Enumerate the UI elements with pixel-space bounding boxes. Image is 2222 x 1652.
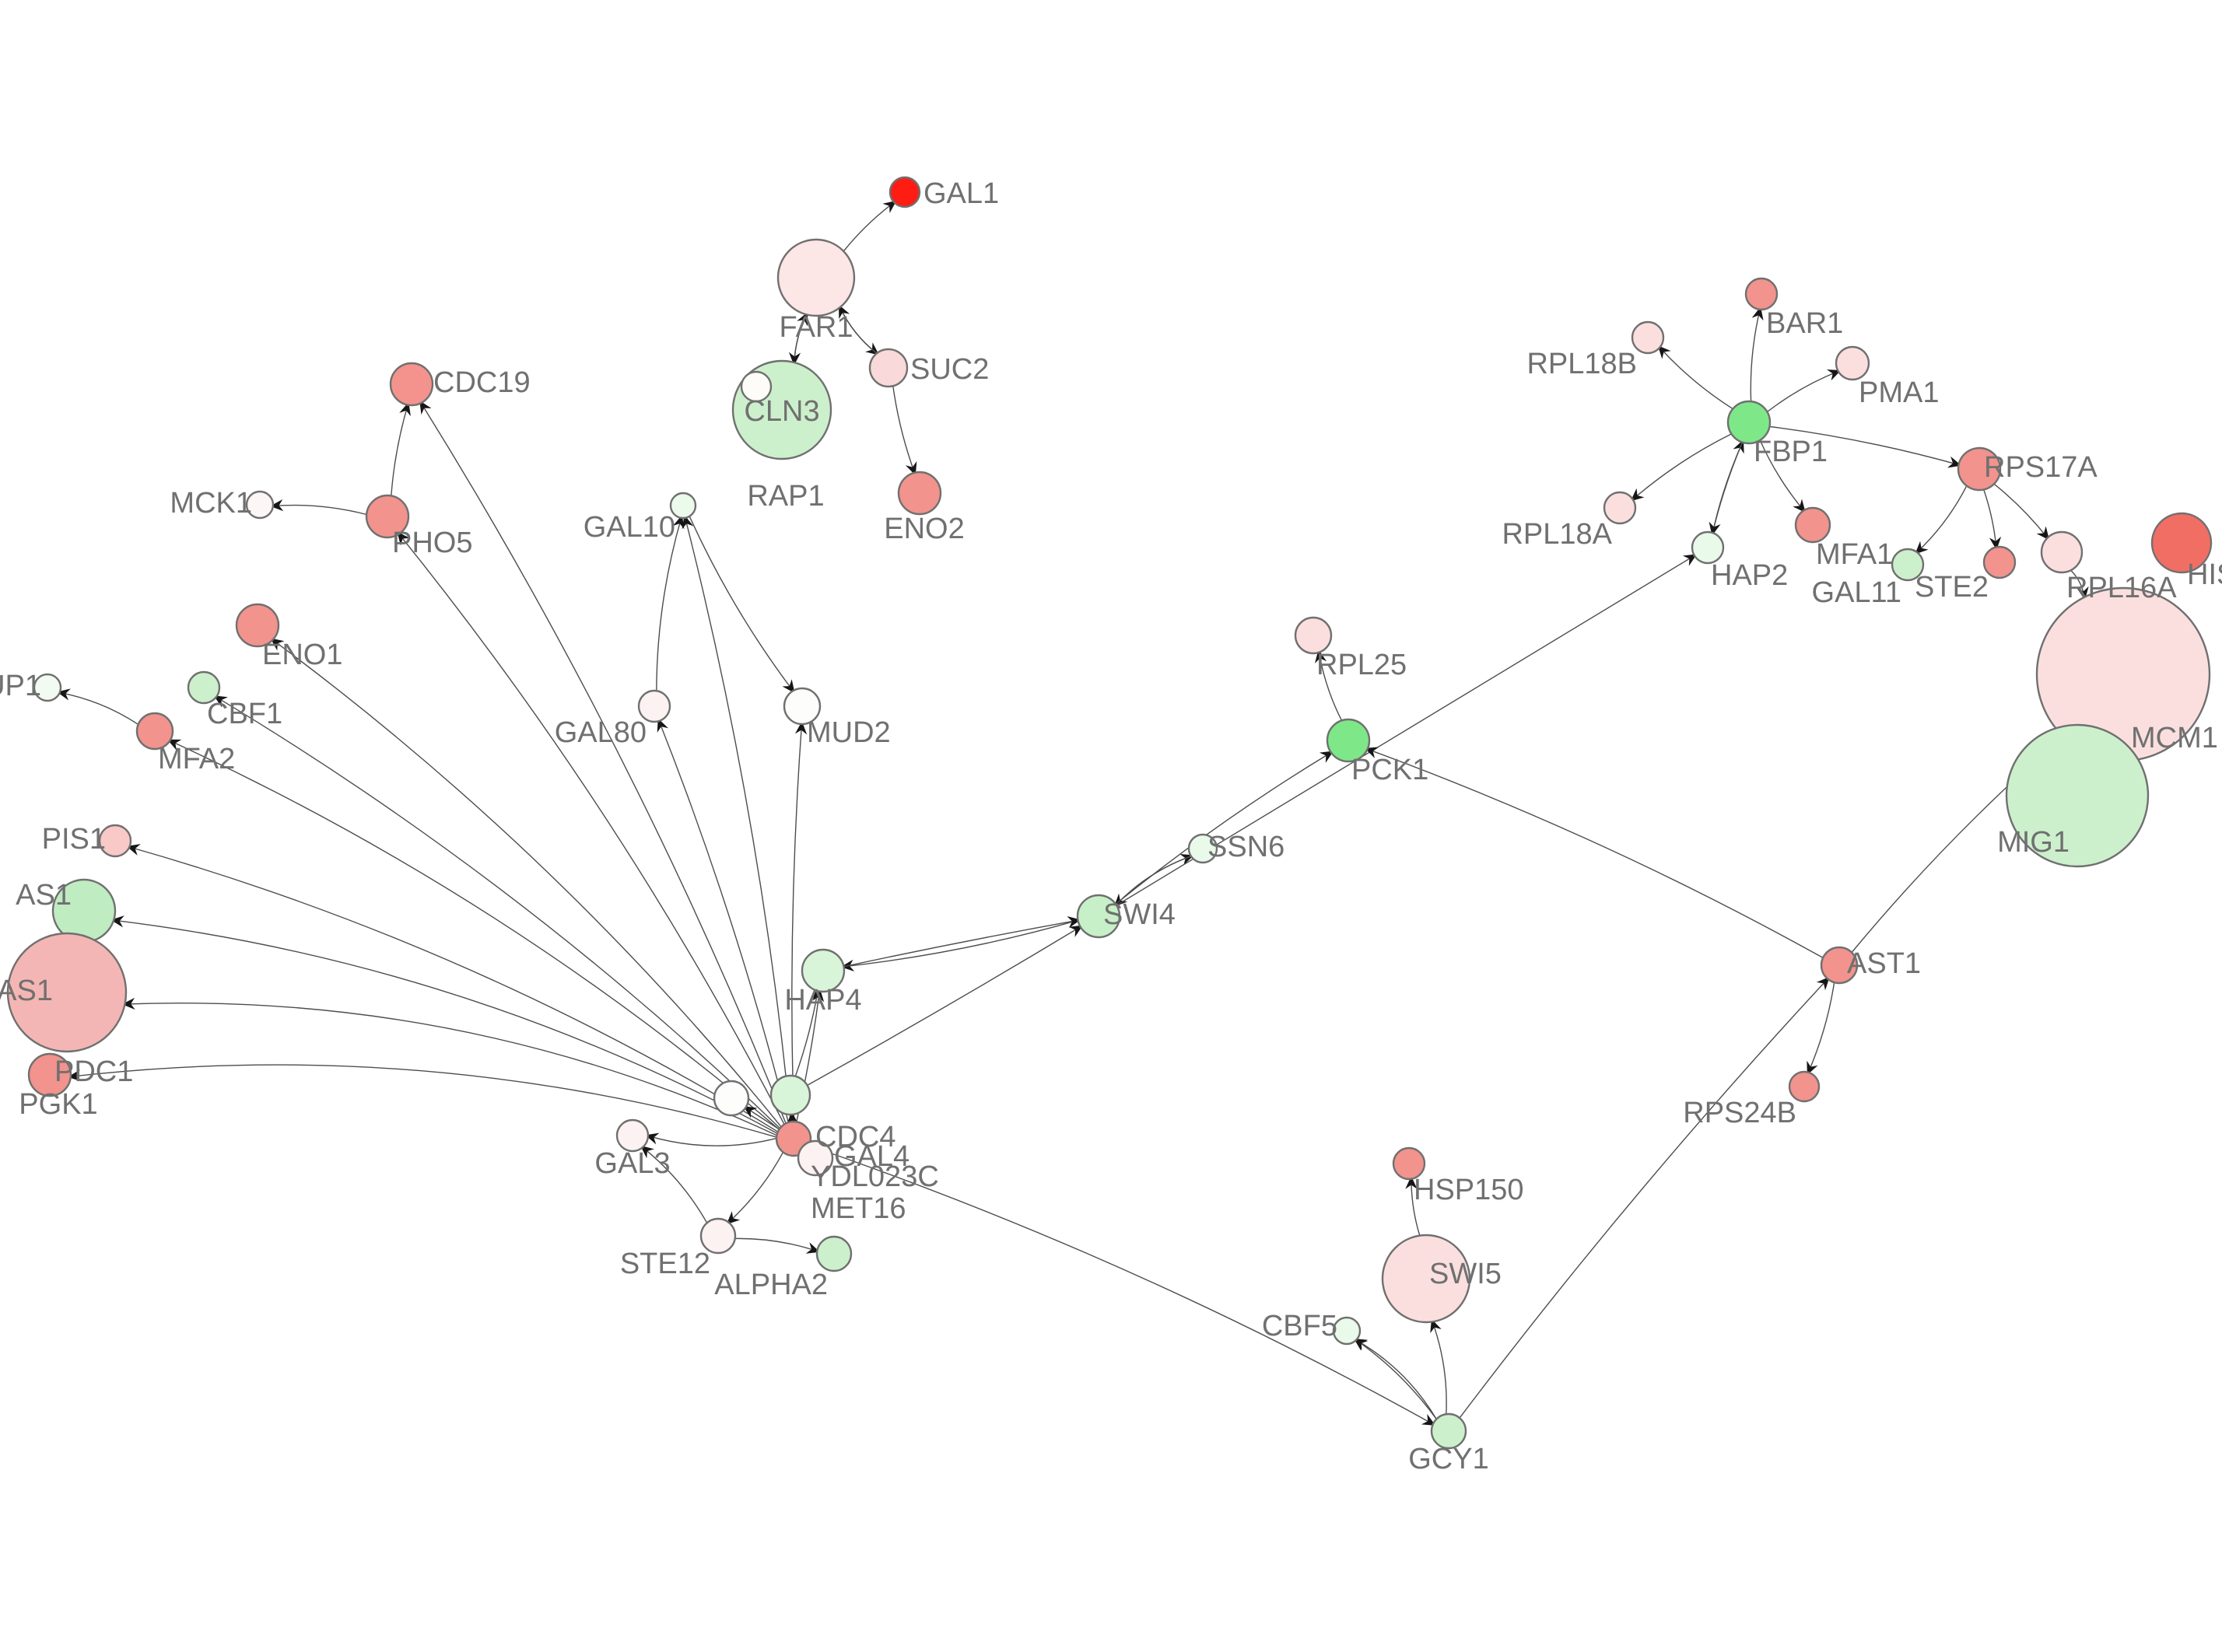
svg-text:AS1: AS1	[0, 975, 53, 1007]
svg-text:STE2: STE2	[1915, 571, 1989, 604]
svg-text:PHO5: PHO5	[392, 527, 472, 559]
svg-text:AS1: AS1	[16, 879, 72, 912]
svg-text:ALPHA2: ALPHA2	[714, 1269, 828, 1301]
svg-text:GAL10: GAL10	[584, 511, 675, 544]
svg-text:GAL1: GAL1	[923, 177, 999, 210]
svg-text:GAL3: GAL3	[594, 1147, 670, 1180]
svg-text:PCK1: PCK1	[1351, 754, 1428, 786]
svg-text:SUC2: SUC2	[910, 353, 989, 386]
svg-text:PMA1: PMA1	[1859, 376, 1939, 409]
svg-text:RPS24B: RPS24B	[1683, 1097, 1796, 1129]
svg-text:BAR1: BAR1	[1766, 307, 1843, 340]
svg-text:FAR1: FAR1	[779, 311, 853, 344]
svg-text:STE12: STE12	[620, 1248, 710, 1280]
svg-text:SSN6: SSN6	[1207, 831, 1284, 863]
svg-text:MCM1: MCM1	[2131, 722, 2218, 754]
svg-text:PIS1: PIS1	[42, 823, 106, 856]
svg-text:HIS4: HIS4	[2187, 558, 2222, 591]
svg-text:PGK1: PGK1	[19, 1088, 97, 1121]
svg-text:AST1: AST1	[1847, 947, 1921, 980]
svg-text:HAP2: HAP2	[1711, 559, 1788, 592]
svg-text:GCY1: GCY1	[1408, 1443, 1488, 1475]
svg-text:MFA2: MFA2	[158, 743, 235, 775]
svg-text:CBF1: CBF1	[207, 698, 282, 730]
svg-text:RPL18A: RPL18A	[1502, 518, 1612, 551]
svg-text:CLN3: CLN3	[744, 395, 819, 428]
svg-text:SWI5: SWI5	[1429, 1258, 1502, 1290]
svg-text:MFA1: MFA1	[1816, 538, 1893, 571]
svg-text:ENO2: ENO2	[884, 513, 964, 545]
svg-text:YDL023C: YDL023C	[811, 1160, 939, 1193]
svg-text:PDC1: PDC1	[54, 1055, 133, 1088]
svg-text:HAP4: HAP4	[784, 984, 861, 1017]
svg-text:RPL16A: RPL16A	[2066, 572, 2177, 604]
svg-text:RPL18B: RPL18B	[1526, 348, 1637, 380]
svg-text:MCK1: MCK1	[170, 487, 252, 520]
svg-text:MET16: MET16	[811, 1192, 906, 1225]
svg-text:CDC19: CDC19	[433, 366, 531, 399]
svg-text:SWI4: SWI4	[1103, 898, 1176, 931]
svg-text:FBP1: FBP1	[1754, 436, 1828, 468]
svg-text:HSP150: HSP150	[1414, 1174, 1524, 1206]
svg-text:TUP1: TUP1	[0, 670, 41, 702]
svg-text:MIG1: MIG1	[1997, 826, 2070, 859]
svg-text:GAL11: GAL11	[1812, 576, 1901, 609]
svg-text:CBF5: CBF5	[1262, 1310, 1337, 1342]
svg-text:RPS17A: RPS17A	[1984, 451, 2098, 484]
svg-text:MUD2: MUD2	[807, 716, 891, 749]
svg-text:RAP1: RAP1	[747, 480, 824, 513]
svg-text:RPL25: RPL25	[1316, 649, 1407, 681]
svg-text:ENO1: ENO1	[262, 639, 342, 671]
svg-text:GAL80: GAL80	[555, 716, 647, 749]
